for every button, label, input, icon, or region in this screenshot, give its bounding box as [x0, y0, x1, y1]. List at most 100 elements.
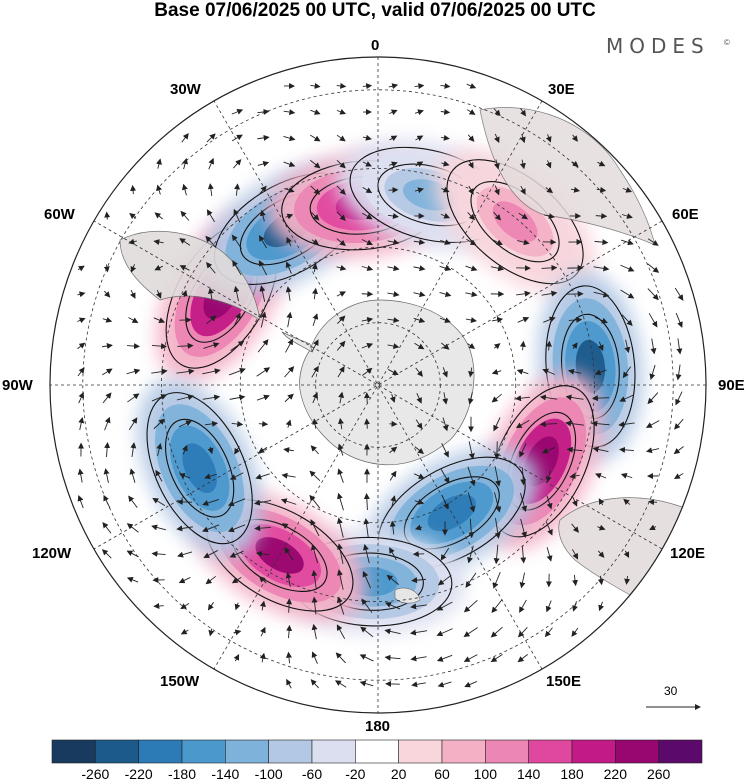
wind-arrow — [519, 443, 527, 458]
wind-arrow — [281, 523, 296, 533]
wind-arrow — [77, 265, 85, 272]
wind-arrow — [467, 212, 476, 221]
wind-arrow — [437, 681, 452, 688]
latitude-circle — [161, 168, 595, 602]
wind-arrow — [361, 212, 373, 220]
wind-arrow — [336, 624, 346, 640]
meridian-line — [213, 100, 543, 670]
colorbar-tick-label: 140 — [516, 766, 541, 782]
lon-label-60e: 60E — [672, 206, 699, 223]
wind-arrow — [77, 291, 86, 298]
wind-arrow — [257, 134, 270, 141]
wind-arrow — [205, 575, 216, 585]
wind-arrow — [515, 395, 530, 402]
colorbar — [51, 739, 703, 764]
wind-arrow — [102, 316, 113, 323]
wind-arrow — [128, 238, 137, 245]
wind-arrow — [361, 265, 374, 272]
wind-arrow — [151, 524, 166, 531]
wind-arrow — [231, 134, 243, 142]
wind-arrow — [647, 238, 659, 246]
colorbar-swatch — [268, 739, 313, 764]
wind-arrow — [494, 492, 502, 513]
wind-arrow — [309, 470, 321, 482]
wind-arrow — [310, 82, 321, 89]
wind-arrow — [101, 549, 112, 559]
wind-arrow — [101, 368, 113, 376]
wind-arrow — [284, 187, 295, 193]
graticule — [50, 57, 706, 713]
negative-anomaly-blob — [537, 271, 643, 462]
wind-arrow — [492, 571, 501, 589]
wind-arrow — [152, 497, 166, 506]
wind-arrow — [310, 159, 321, 169]
wind-arrow — [389, 520, 396, 535]
wind-arrow — [285, 419, 292, 428]
wind-arrow — [286, 311, 293, 328]
wind-arrow — [309, 494, 321, 509]
wind-arrow — [285, 213, 294, 220]
wind-arrow — [493, 159, 500, 170]
wind-arrow — [545, 521, 553, 536]
wind-arrow — [227, 524, 246, 533]
wind-arrow — [126, 343, 140, 350]
wind-arrow — [648, 313, 658, 328]
wind-arrow — [284, 393, 294, 403]
positive-anomaly-blob — [434, 148, 596, 295]
wind-arrow — [154, 264, 163, 271]
colorbar-tick-label: 100 — [473, 766, 498, 782]
wind-arrow — [206, 315, 217, 325]
wind-arrow — [336, 264, 347, 271]
wind-arrow — [207, 602, 214, 611]
colorbar-tick-label: -60 — [301, 766, 323, 782]
wind-arrow — [463, 599, 478, 613]
wind-arrow — [363, 492, 370, 511]
wind-arrow — [203, 342, 220, 349]
wind-arrow — [493, 108, 501, 117]
wind-arrow — [416, 392, 422, 404]
wind-arrow — [389, 470, 397, 481]
wind-arrow — [414, 109, 424, 116]
wind-arrow — [156, 443, 163, 457]
wind-arrow — [259, 285, 266, 302]
wind-arrow — [285, 338, 293, 353]
wind-arrow — [283, 161, 296, 168]
wind-arrow — [312, 287, 319, 300]
wind-arrow — [128, 317, 139, 324]
wind-arrow — [362, 83, 373, 90]
wind-arrow — [206, 209, 215, 223]
wind-arrow — [440, 342, 450, 350]
wind-arrow — [310, 185, 321, 195]
wind-arrow — [285, 261, 292, 274]
peninsula-shape — [281, 331, 313, 353]
wind-arrow — [597, 160, 606, 167]
wind-arrow — [102, 521, 112, 534]
wind-arrow — [493, 343, 501, 350]
wind-arrow — [233, 208, 241, 223]
wind-arrow — [593, 291, 610, 298]
lon-label-60w: 60W — [44, 206, 75, 223]
wind-arrow — [310, 134, 321, 142]
wind-arrow — [153, 317, 166, 323]
wind-arrow — [413, 265, 426, 272]
wind-arrow — [255, 473, 270, 480]
wind-arrow — [281, 472, 296, 479]
wind-arrow — [201, 524, 220, 533]
wind-arrow — [520, 492, 528, 512]
wind-arrow — [103, 494, 111, 509]
wind-arrow — [310, 679, 320, 689]
wind-arrow — [594, 239, 609, 246]
wind-arrow — [311, 365, 319, 378]
wind-arrow — [623, 550, 630, 559]
wind-arrow — [649, 524, 657, 530]
wind-arrow — [571, 497, 578, 507]
wind-arrow — [202, 394, 221, 401]
wind-arrow — [594, 316, 608, 324]
wind-arrow — [387, 291, 400, 298]
wind-arrow — [180, 603, 190, 610]
wind-arrow — [283, 109, 296, 116]
wind-arrow — [203, 550, 218, 559]
wind-arrow — [229, 394, 246, 401]
meridian-line — [213, 100, 543, 670]
wind-arrow — [153, 602, 164, 609]
